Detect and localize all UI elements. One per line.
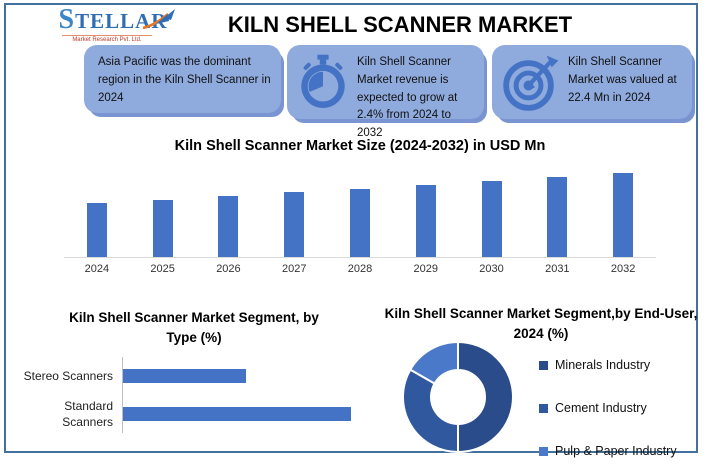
stopwatch-icon xyxy=(301,54,345,108)
year-label: 2028 xyxy=(347,263,373,275)
year-label: 2026 xyxy=(216,263,241,275)
donut-slice xyxy=(402,368,459,454)
donut-slice xyxy=(408,340,459,385)
segment-type-track xyxy=(122,357,368,396)
segment-type-bar xyxy=(123,369,246,384)
page-border-frame xyxy=(4,3,698,453)
segment-type-row: Stereo Scanners xyxy=(20,357,368,396)
segment-type-label: Stereo Scanners xyxy=(23,369,113,384)
stellar-logo-tagline: Market Research Pvt. Ltd. xyxy=(62,35,152,43)
donut-slice xyxy=(457,340,514,454)
market-size-bar xyxy=(613,172,634,257)
logo-arrow-icon xyxy=(142,9,175,30)
highlight-text: Kiln Shell Scanner Market was valued at … xyxy=(568,56,677,104)
end-user-chart-title: Kiln Shell Scanner Market Segment,by End… xyxy=(384,306,698,341)
market-size-plot xyxy=(64,167,656,258)
market-size-bar xyxy=(349,188,370,257)
market-size-year-labels: 2024 2025 2026 2027 2028 2029 2030 2031 2032 xyxy=(64,263,656,275)
legend-item: Minerals Industry xyxy=(539,358,677,372)
year-label: 2027 xyxy=(281,263,307,275)
legend-label: Cement Industry xyxy=(555,401,647,415)
year-label: 2024 xyxy=(84,263,110,275)
market-size-bar xyxy=(481,181,502,257)
legend-item: Pulp & Paper Industry xyxy=(539,444,677,458)
legend-marker xyxy=(539,446,548,456)
year-label: 2032 xyxy=(610,263,636,275)
segment-type-bar xyxy=(123,407,351,422)
market-size-bar xyxy=(218,195,239,257)
highlight-text: Asia Pacific was the dominant region in … xyxy=(98,56,271,104)
stellar-logo-text: STELLAR xyxy=(58,4,168,35)
year-label: 2031 xyxy=(545,263,570,275)
market-size-bar xyxy=(415,185,436,257)
year-label: 2025 xyxy=(150,263,175,275)
segment-type-chart: Kiln Shell Scanner Market Segment, by Ty… xyxy=(20,308,368,434)
segment-type-label: Standard Scanners xyxy=(62,398,113,430)
market-size-bar xyxy=(86,203,107,257)
market-size-bar xyxy=(547,177,568,257)
legend-marker xyxy=(539,360,548,370)
highlight-card-value: Kiln Shell Scanner Market was valued at … xyxy=(492,45,692,119)
segment-type-plot: Stereo Scanners Standard Scanners xyxy=(20,357,368,434)
end-user-legend: Minerals Industry Cement Industry Pulp & P… xyxy=(539,358,677,458)
year-label: 2029 xyxy=(413,263,438,275)
legend-marker xyxy=(539,403,548,413)
highlight-card-growth: Kiln Shell Scanner Market revenue is exp… xyxy=(287,45,484,139)
segment-type-row: Standard Scanners xyxy=(20,395,368,434)
end-user-donut xyxy=(401,340,515,454)
highlight-card-region: Asia Pacific was the dominant region in … xyxy=(84,45,281,113)
legend-label: Pulp & Paper Industry xyxy=(555,444,677,458)
legend-item: Cement Industry xyxy=(539,401,677,415)
target-icon xyxy=(503,55,559,111)
year-label: 2030 xyxy=(479,263,504,275)
market-size-bar xyxy=(152,199,173,257)
segment-type-chart-title: Kiln Shell Scanner Market Segment, by Ty… xyxy=(69,310,319,345)
legend-label: Minerals Industry xyxy=(555,358,651,372)
page-title: KILN SHELL SCANNER MARKET xyxy=(227,12,573,37)
segment-type-track xyxy=(122,395,368,434)
market-size-chart-title: Kiln Shell Scanner Market Size (2024-203… xyxy=(174,138,546,154)
market-size-bar xyxy=(284,192,305,257)
highlight-text: Kiln Shell Scanner Market revenue is exp… xyxy=(357,56,458,140)
stellar-logo: STELLAR Market Research Pvt. Ltd. xyxy=(48,6,178,43)
end-user-chart: Kiln Shell Scanner Market Segment,by End… xyxy=(375,298,707,458)
